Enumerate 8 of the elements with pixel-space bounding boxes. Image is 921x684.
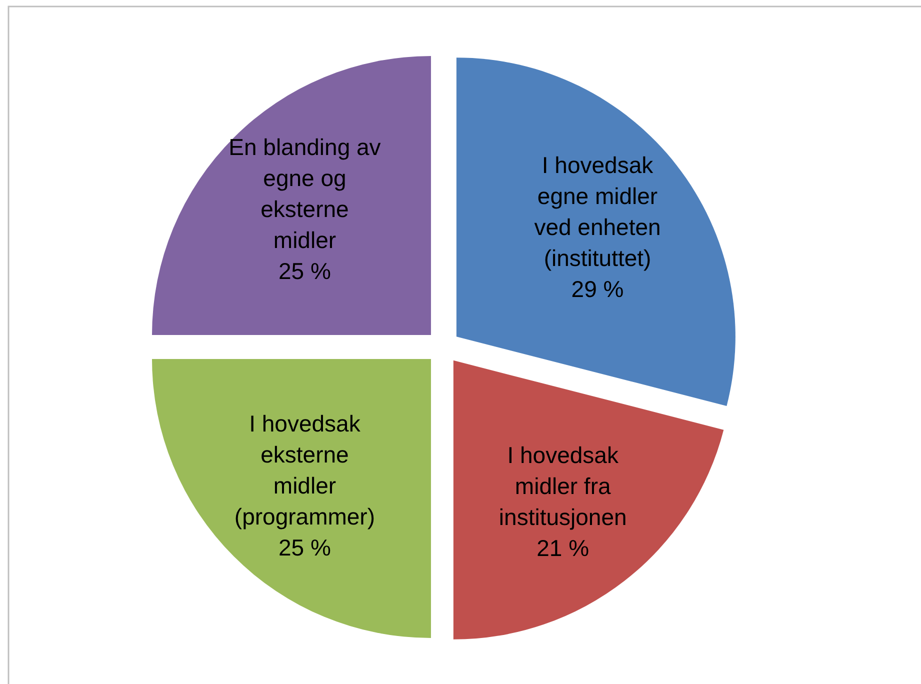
data-label: 25 % <box>278 258 331 284</box>
slice-label: En blanding av egne og eksterne midler <box>228 134 382 253</box>
data-label: 29 % <box>571 276 624 302</box>
slice-label: I hovedsak midler fra institusjonen <box>498 442 627 530</box>
slice-label: I hovedsak eksterne midler (programmer) <box>234 410 376 530</box>
slice-label: I hovedsak egne midler ved enheten (instituttet) <box>534 152 661 272</box>
data-label: 21 % <box>536 535 590 562</box>
data-label: 25 % <box>278 534 331 560</box>
